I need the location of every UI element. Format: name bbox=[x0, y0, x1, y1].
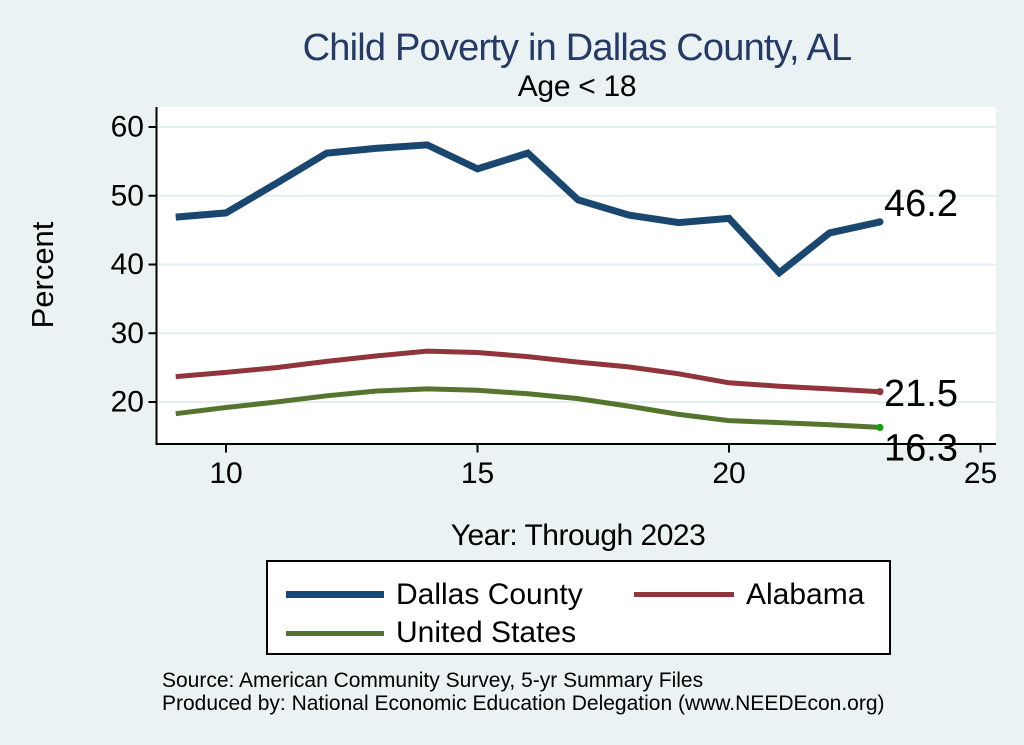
producer-line: Produced by: National Economic Education… bbox=[162, 691, 885, 715]
series-line-alabama bbox=[175, 348, 881, 395]
series-line-united-states bbox=[175, 386, 881, 430]
x-tick-label-25: 25 bbox=[964, 457, 997, 490]
x-tick-label-20: 20 bbox=[712, 457, 745, 490]
legend-label-united-states: United States bbox=[396, 616, 577, 650]
x-tick-label-10: 10 bbox=[209, 457, 242, 490]
series-line-dallas-county bbox=[175, 141, 881, 278]
chart-title: Child Poverty in Dallas County, AL bbox=[302, 27, 853, 69]
legend-label-dallas-county: Dallas County bbox=[396, 577, 583, 611]
y-tick-label-60: 60 bbox=[111, 111, 144, 144]
legend-swatch-united-states bbox=[286, 630, 384, 636]
series-end-dot-dallas-county bbox=[876, 218, 884, 226]
x-tick-label-15: 15 bbox=[461, 457, 494, 490]
legend-swatch-alabama bbox=[634, 592, 734, 597]
legend-label-alabama: Alabama bbox=[746, 577, 865, 611]
series-end-dot-united-states bbox=[876, 423, 884, 432]
chart-subtitle: Age < 18 bbox=[517, 70, 637, 103]
y-tick-label-30: 30 bbox=[111, 317, 144, 350]
x-axis-title: Year: Through 2023 bbox=[450, 519, 706, 552]
source-note: Source: American Community Survey, 5-yr … bbox=[162, 669, 885, 715]
series-end-label-united-states: 16.3 bbox=[884, 428, 958, 470]
series-end-dot-alabama bbox=[876, 388, 884, 396]
source-line: Source: American Community Survey, 5-yr … bbox=[162, 669, 704, 692]
y-tick-label-50: 50 bbox=[111, 179, 144, 212]
series-end-label-alabama: 21.5 bbox=[884, 373, 958, 415]
y-tick-label-40: 40 bbox=[111, 248, 144, 281]
legend-swatch-dallas-county bbox=[286, 591, 384, 598]
series-end-label-dallas-county: 46.2 bbox=[884, 183, 958, 225]
y-tick-label-20: 20 bbox=[111, 386, 144, 419]
legend: Dallas County Alabama United States bbox=[266, 560, 891, 655]
plot-background bbox=[156, 107, 996, 444]
